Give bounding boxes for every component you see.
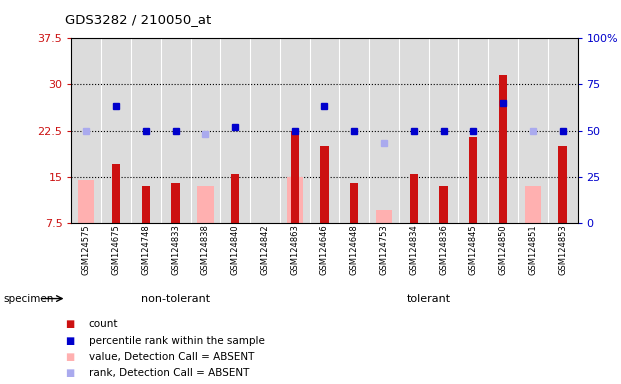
Bar: [440, 186, 448, 223]
Bar: [376, 210, 392, 223]
Text: tolerant: tolerant: [407, 293, 451, 304]
Text: ■: ■: [65, 336, 75, 346]
Bar: [78, 180, 94, 223]
Bar: [499, 75, 507, 223]
Text: value, Detection Call = ABSENT: value, Detection Call = ABSENT: [89, 352, 254, 362]
Text: specimen: specimen: [3, 293, 53, 304]
Bar: [410, 174, 418, 223]
Text: ■: ■: [65, 319, 75, 329]
Text: ■: ■: [65, 368, 75, 378]
Bar: [525, 186, 541, 223]
Bar: [286, 177, 303, 223]
Bar: [350, 183, 358, 223]
Text: count: count: [89, 319, 119, 329]
Bar: [558, 146, 567, 223]
Bar: [171, 183, 180, 223]
Bar: [112, 164, 120, 223]
Text: non-tolerant: non-tolerant: [141, 293, 210, 304]
Bar: [231, 174, 239, 223]
Text: ■: ■: [65, 352, 75, 362]
Bar: [142, 186, 150, 223]
Bar: [320, 146, 329, 223]
Text: rank, Detection Call = ABSENT: rank, Detection Call = ABSENT: [89, 368, 249, 378]
Bar: [469, 137, 478, 223]
Bar: [197, 186, 214, 223]
Bar: [291, 131, 299, 223]
Text: GDS3282 / 210050_at: GDS3282 / 210050_at: [65, 13, 212, 26]
Text: percentile rank within the sample: percentile rank within the sample: [89, 336, 265, 346]
